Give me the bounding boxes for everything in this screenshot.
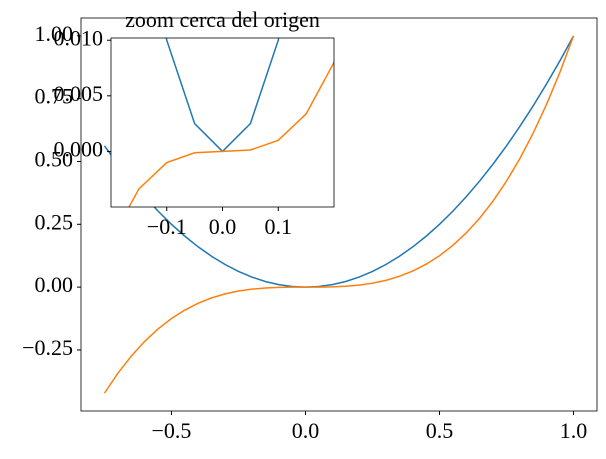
line <box>103 35 575 394</box>
y-tick-label: 0.000 <box>54 136 104 161</box>
x-tick-label: 0.0 <box>292 418 320 443</box>
y-tick-label: 0.75 <box>35 84 74 109</box>
chart-title: zoom cerca del origen <box>125 7 320 32</box>
x-tick-label: −0.1 <box>147 214 187 239</box>
x-tick-label: 1.0 <box>560 418 588 443</box>
x-tick-label: −0.5 <box>152 418 192 443</box>
y-tick-label: 0.50 <box>35 147 74 172</box>
x-tick-label: 0.5 <box>426 418 454 443</box>
y-tick-label: 0.00 <box>35 272 74 297</box>
x-tick-label: 0.1 <box>265 214 293 239</box>
plot-area <box>111 38 334 207</box>
y-tick-label: 0.25 <box>35 209 74 234</box>
y-tick-label: 0.005 <box>54 81 104 106</box>
y-tick-label: 1.00 <box>35 21 74 46</box>
axes-frame <box>80 17 598 412</box>
line <box>103 35 575 288</box>
x-tick-label: 0.0 <box>209 214 237 239</box>
y-tick-label: 0.010 <box>54 25 104 50</box>
y-tick-label: −0.25 <box>22 335 73 360</box>
